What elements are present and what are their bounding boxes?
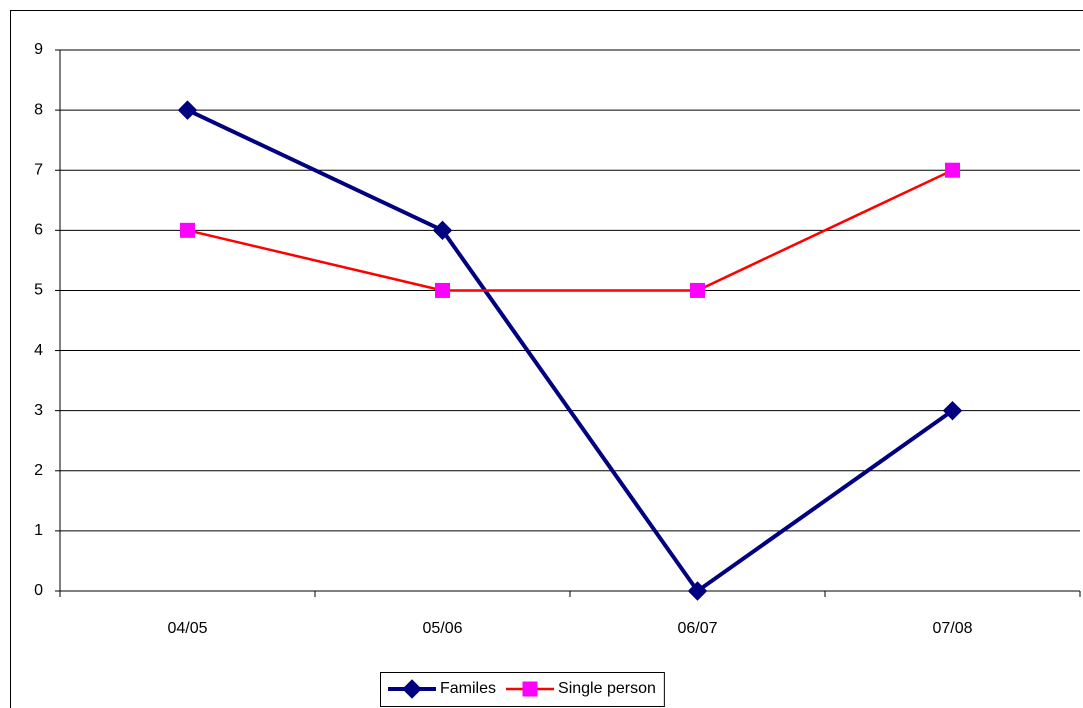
y-tick-label: 4 <box>34 342 43 359</box>
y-tick-label: 9 <box>34 41 43 58</box>
y-tick-label: 8 <box>34 101 43 118</box>
y-tick-label: 1 <box>34 522 43 539</box>
data-point <box>435 282 450 298</box>
legend-label: Familes <box>440 680 496 697</box>
y-tick-label: 7 <box>34 161 43 178</box>
data-point <box>432 220 453 241</box>
x-tick-label: 05/06 <box>422 620 462 637</box>
legend-marker <box>522 681 538 697</box>
legend-label: Single person <box>558 680 656 697</box>
data-point <box>687 581 708 601</box>
series-line <box>186 108 954 594</box>
data-point <box>945 162 960 178</box>
y-tick-label: 3 <box>34 402 43 419</box>
y-tick-label: 5 <box>34 282 43 299</box>
legend-marker <box>402 679 422 699</box>
data-point <box>177 100 198 120</box>
y-tick-label: 6 <box>34 222 43 239</box>
x-tick-label: 04/05 <box>167 620 207 637</box>
series-line <box>187 169 954 292</box>
x-tick-label: 06/07 <box>677 620 717 637</box>
data-point <box>690 282 705 298</box>
x-tick-label: 07/08 <box>932 620 972 637</box>
data-point <box>942 400 963 421</box>
y-tick-label: 2 <box>34 462 43 479</box>
y-tick-label: 0 <box>34 582 43 599</box>
data-point <box>180 222 195 238</box>
chart-border <box>10 10 1083 708</box>
